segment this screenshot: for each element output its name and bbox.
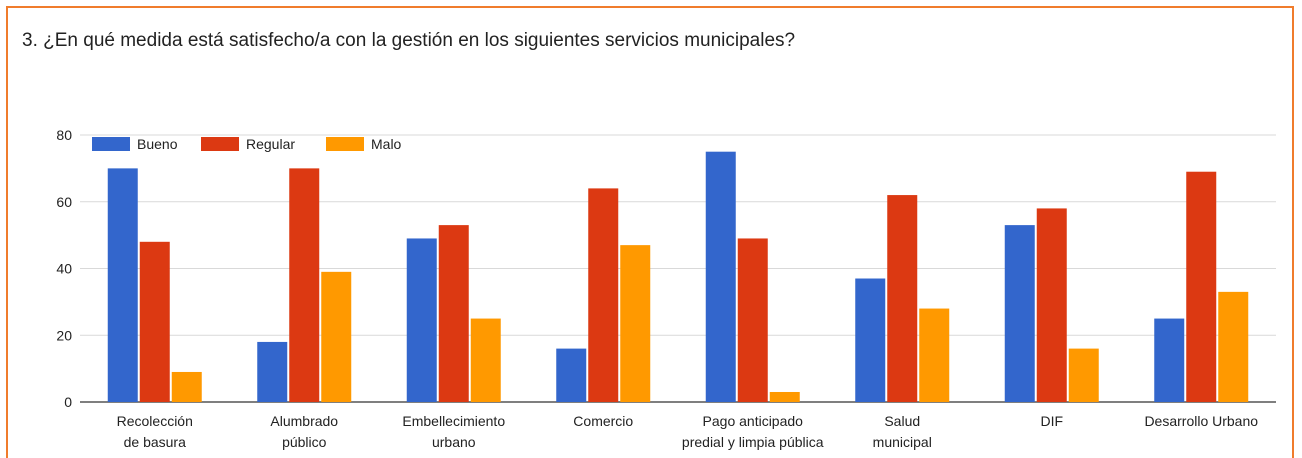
y-tick-label: 0	[64, 394, 72, 410]
legend-swatch	[92, 137, 130, 151]
x-category-label: DIF	[1040, 413, 1063, 429]
bar-regular	[1186, 171, 1217, 402]
bar-malo	[470, 318, 501, 402]
bar-malo	[620, 245, 651, 402]
bar-regular	[588, 188, 619, 402]
bar-bueno	[406, 238, 437, 402]
x-category-label: Recolección de basura	[117, 413, 193, 450]
bar-regular	[139, 241, 170, 402]
bar-regular	[887, 195, 918, 402]
x-category-label: Pago anticipado predial y limpia pública	[682, 413, 824, 450]
legend-swatch	[201, 137, 239, 151]
question-title: 3. ¿En qué medida está satisfecho/a con …	[22, 30, 796, 51]
bar-bueno	[1004, 225, 1035, 402]
bar-regular	[289, 168, 320, 402]
x-category-label: Desarrollo Urbano	[1144, 413, 1258, 429]
y-tick-label: 40	[56, 261, 72, 277]
legend-label: Regular	[246, 136, 295, 152]
y-tick-label: 20	[56, 327, 72, 343]
bar-malo	[171, 371, 202, 402]
bar-malo	[769, 391, 800, 402]
bar-malo	[321, 271, 352, 402]
x-category-label: Salud municipal	[873, 413, 932, 450]
bar-bueno	[1154, 318, 1185, 402]
legend-label: Bueno	[137, 136, 178, 152]
y-tick-label: 80	[56, 127, 72, 143]
bar-malo	[1068, 348, 1099, 402]
y-tick-label: 60	[56, 194, 72, 210]
x-category-label: Comercio	[573, 413, 633, 429]
bar-bueno	[257, 341, 288, 402]
x-category-label: Embellecimiento urbano	[402, 413, 505, 450]
bar-bueno	[556, 348, 587, 402]
bar-malo	[919, 308, 950, 402]
x-category-label: Alumbrado público	[270, 413, 338, 450]
legend-label: Malo	[371, 136, 402, 152]
bar-bueno	[107, 168, 138, 402]
bar-regular	[737, 238, 768, 402]
bar-regular	[438, 225, 469, 402]
bar-bueno	[855, 278, 886, 402]
legend-swatch	[326, 137, 364, 151]
bar-regular	[1036, 208, 1067, 402]
bar-bueno	[705, 151, 736, 402]
bar-malo	[1218, 291, 1249, 402]
